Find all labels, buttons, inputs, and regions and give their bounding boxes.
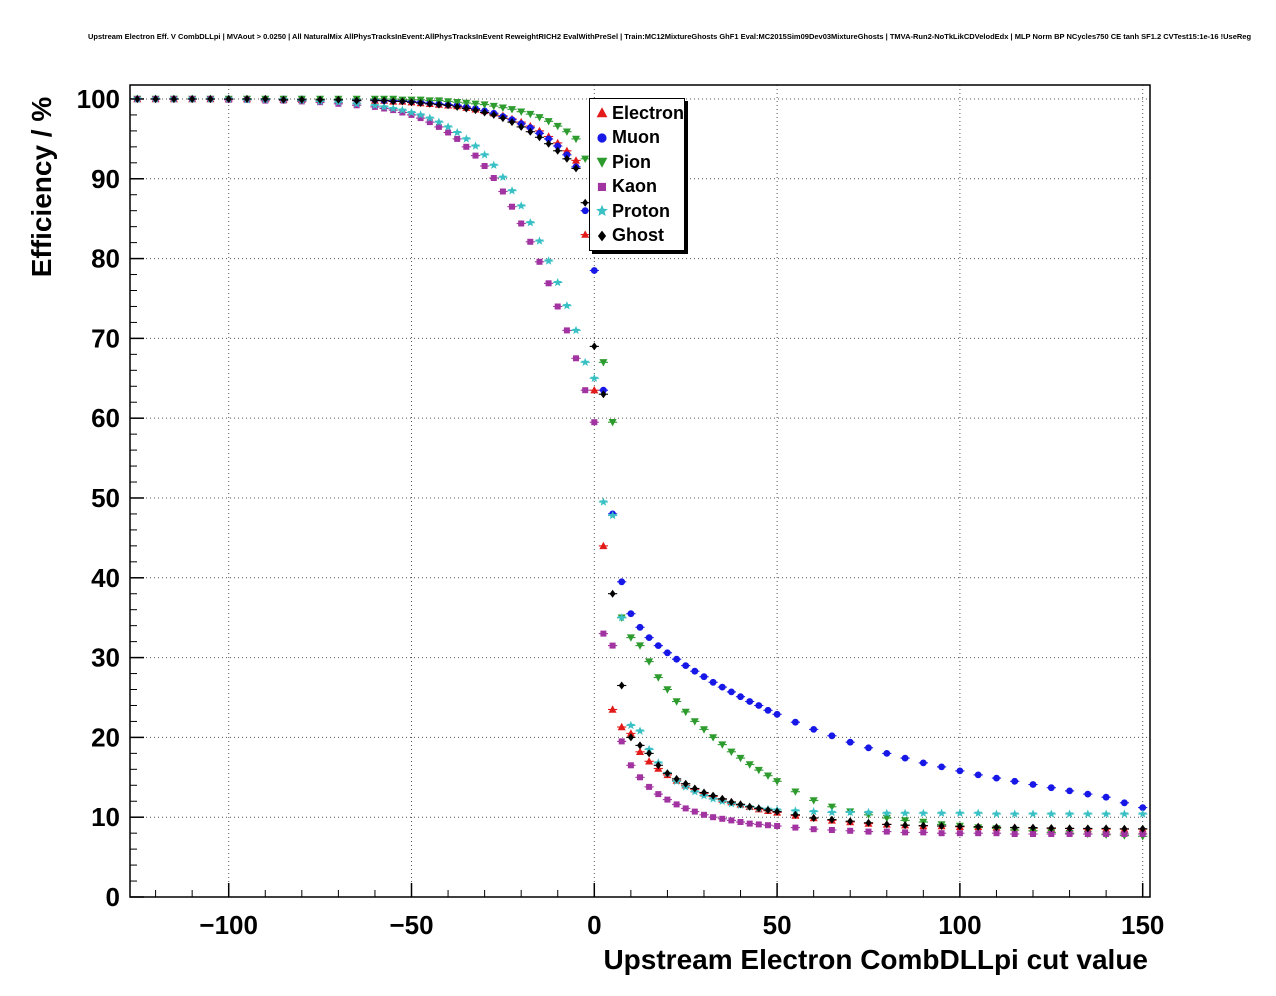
y-tick-label: 10: [91, 802, 120, 832]
y-tick-label: 90: [91, 164, 120, 194]
y-tick-label: 100: [77, 84, 120, 114]
y-tick-label: 60: [91, 403, 120, 433]
legend-label-muon: Muon: [612, 127, 660, 148]
legend-marker-triangle-up-icon: [596, 107, 608, 118]
y-tick-label: 30: [91, 643, 120, 673]
x-tick-label: −100: [199, 910, 258, 940]
legend-item-proton: Proton: [593, 199, 684, 224]
x-tick-label: 100: [938, 910, 981, 940]
y-tick-label: 70: [91, 323, 120, 353]
legend-item-electron: Electron: [593, 101, 684, 126]
legend-marker-triangle-down-icon: [596, 157, 608, 168]
legend-item-muon: Muon: [593, 126, 684, 151]
legend-label-ghost: Ghost: [612, 225, 664, 246]
x-tick-label: 50: [763, 910, 792, 940]
y-tick-label: 80: [91, 244, 120, 274]
legend-marker-diamond-icon: [597, 230, 607, 242]
x-tick-label: 150: [1121, 910, 1164, 940]
legend-marker-square-icon: [597, 182, 606, 191]
legend-item-ghost: Ghost: [593, 224, 684, 249]
y-tick-label: 50: [91, 483, 120, 513]
y-axis-title: Efficiency / %: [26, 96, 57, 278]
legend-label-pion: Pion: [612, 151, 651, 172]
x-tick-label: 0: [587, 910, 601, 940]
legend-label-kaon: Kaon: [612, 176, 657, 197]
legend-item-pion: Pion: [593, 150, 684, 175]
legend-marker-star-icon: [596, 205, 608, 217]
legend-label-proton: Proton: [612, 200, 670, 221]
y-tick-label: 40: [91, 563, 120, 593]
y-tick-label: 0: [106, 882, 120, 912]
legend-marker-circle-icon: [597, 133, 607, 143]
legend: Electron Muon Pion Kaon Proton Ghost: [589, 98, 685, 251]
legend-label-electron: Electron: [611, 102, 684, 123]
plot-frame: [129, 84, 1151, 898]
x-tick-label: −50: [389, 910, 433, 940]
x-axis-title: Upstream Electron CombDLLpi cut value: [603, 944, 1148, 975]
series-ghost: [132, 95, 1148, 833]
plot-title: Upstream Electron Eff. V CombDLLpi | MVA…: [88, 32, 1252, 41]
y-tick-label: 20: [91, 722, 120, 752]
legend-item-kaon: Kaon: [593, 175, 684, 200]
